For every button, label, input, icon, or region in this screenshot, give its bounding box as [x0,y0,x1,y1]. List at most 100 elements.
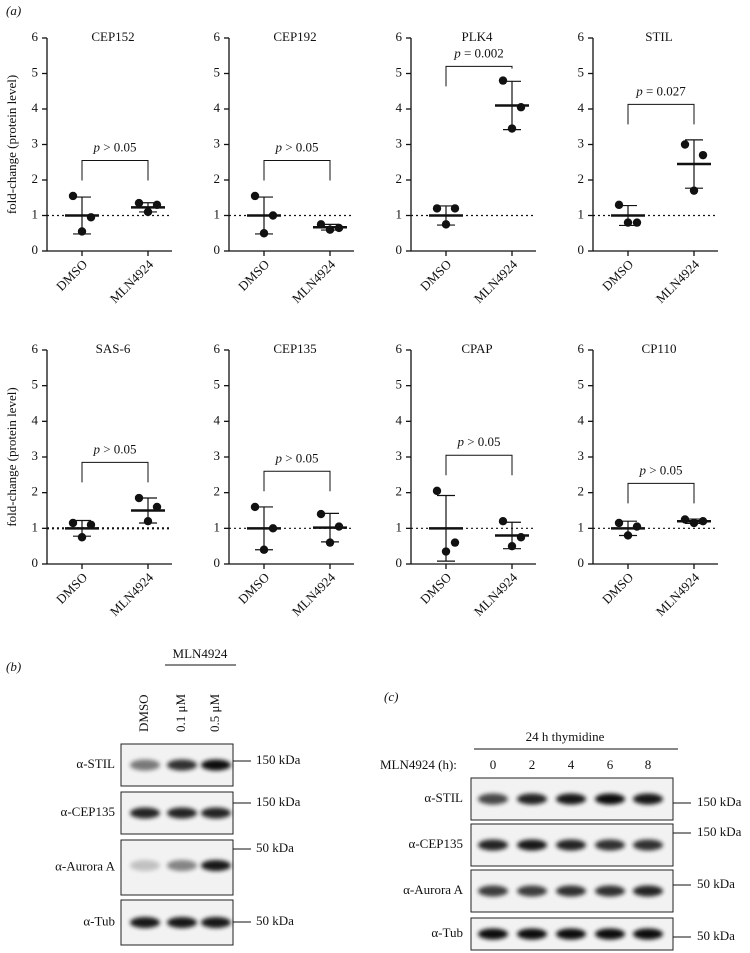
y-tick-label: 6 [32,341,39,356]
y-tick-label: 0 [32,242,39,257]
band [595,793,625,805]
x-tick-label: MLN4924 [653,569,703,619]
data-point [250,502,260,512]
p-value: p = 0.027 [635,83,686,98]
band [556,793,586,805]
data-point [268,524,278,533]
y-tick-label: 3 [32,448,39,463]
y-tick-label: 4 [214,100,221,115]
band [633,839,663,851]
chart-title: CEP192 [273,29,316,44]
x-tick-label: DMSO [417,257,454,294]
x-tick-label: DMSO [235,570,272,607]
row-label: α-STIL [76,756,115,771]
band [201,917,231,928]
band [478,793,508,805]
p-value: p > 0.05 [274,139,318,154]
marker-label: 150 kDa [256,794,301,809]
data-point [680,515,690,524]
marker-label: 50 kDa [697,928,735,943]
band [595,839,625,851]
y-tick-label: 3 [214,448,221,463]
y-tick-label: 1 [578,519,585,534]
y-tick-label: 4 [396,100,403,115]
p-value: p > 0.05 [92,139,136,154]
x-tick-label: DMSO [53,257,90,294]
row-label: α-Aurora A [55,858,115,873]
y-tick-label: 3 [396,135,403,150]
row-label: α-STIL [424,790,463,805]
y-tick-label: 3 [578,135,585,150]
marker-label: 50 kDa [256,913,294,928]
data-point [134,198,144,208]
data-point [623,218,633,227]
y-tick-label: 1 [214,206,221,221]
data-point [334,223,344,233]
chart-title: SAS-6 [96,341,131,356]
lane-title: MLN4924 (h): [380,757,457,772]
lane-label: 2 [529,757,536,772]
band [167,807,197,819]
x-tick-label: MLN4924 [471,256,521,306]
y-tick-label: 2 [578,484,585,499]
y-tick-label: 0 [32,555,39,570]
data-point [152,502,162,512]
data-point [450,204,460,213]
y-tick-label: 0 [396,242,403,257]
data-point [68,191,78,201]
significance-bracket [627,482,695,504]
data-point [441,220,451,229]
y-tick-label: 1 [396,206,403,221]
marker-label: 50 kDa [697,876,735,891]
data-point [143,207,153,217]
band [556,928,586,940]
band [201,759,231,771]
y-tick-label: 2 [578,171,585,186]
y-tick-label: 0 [578,242,585,257]
y-tick-label: 5 [32,377,39,392]
data-point [316,220,326,229]
band [595,928,625,940]
data-point [77,533,87,542]
data-point [432,204,442,213]
data-point [334,522,344,531]
data-point [441,547,451,556]
data-point [623,531,633,540]
y-tick-label: 2 [396,171,403,186]
lane-label: 0 [490,757,497,772]
significance-bracket [81,159,149,181]
x-tick-label: DMSO [417,570,454,607]
panel-label: (a) [6,3,21,18]
y-tick-label: 2 [396,484,403,499]
significance-bracket [81,461,149,483]
data-point [507,124,517,133]
significance-bracket [445,454,513,476]
row-label: α-Aurora A [403,882,463,897]
marker-label: 150 kDa [256,752,301,767]
lane-label: 6 [607,757,614,772]
data-point [698,150,708,160]
x-tick-label: MLN4924 [289,256,339,306]
band [478,839,508,851]
row-label: α-CEP135 [409,836,463,851]
y-axis-label: fold-change (protein level) [4,75,19,214]
chart-title: CPAP [461,341,492,356]
y-tick-label: 3 [214,135,221,150]
p-value: p = 0.002 [453,45,504,60]
condition-label: 24 h thymidine [526,729,605,744]
y-tick-label: 5 [578,64,585,79]
band [201,860,231,871]
data-point [143,517,153,526]
band [595,885,625,897]
significance-bracket [263,470,331,492]
band [167,917,197,928]
data-point [134,493,144,503]
data-point [77,227,87,236]
band [633,885,663,897]
y-tick-label: 2 [214,484,221,499]
y-tick-label: 6 [396,29,403,44]
x-tick-label: DMSO [599,257,636,294]
y-tick-label: 0 [214,555,221,570]
band [130,759,160,771]
